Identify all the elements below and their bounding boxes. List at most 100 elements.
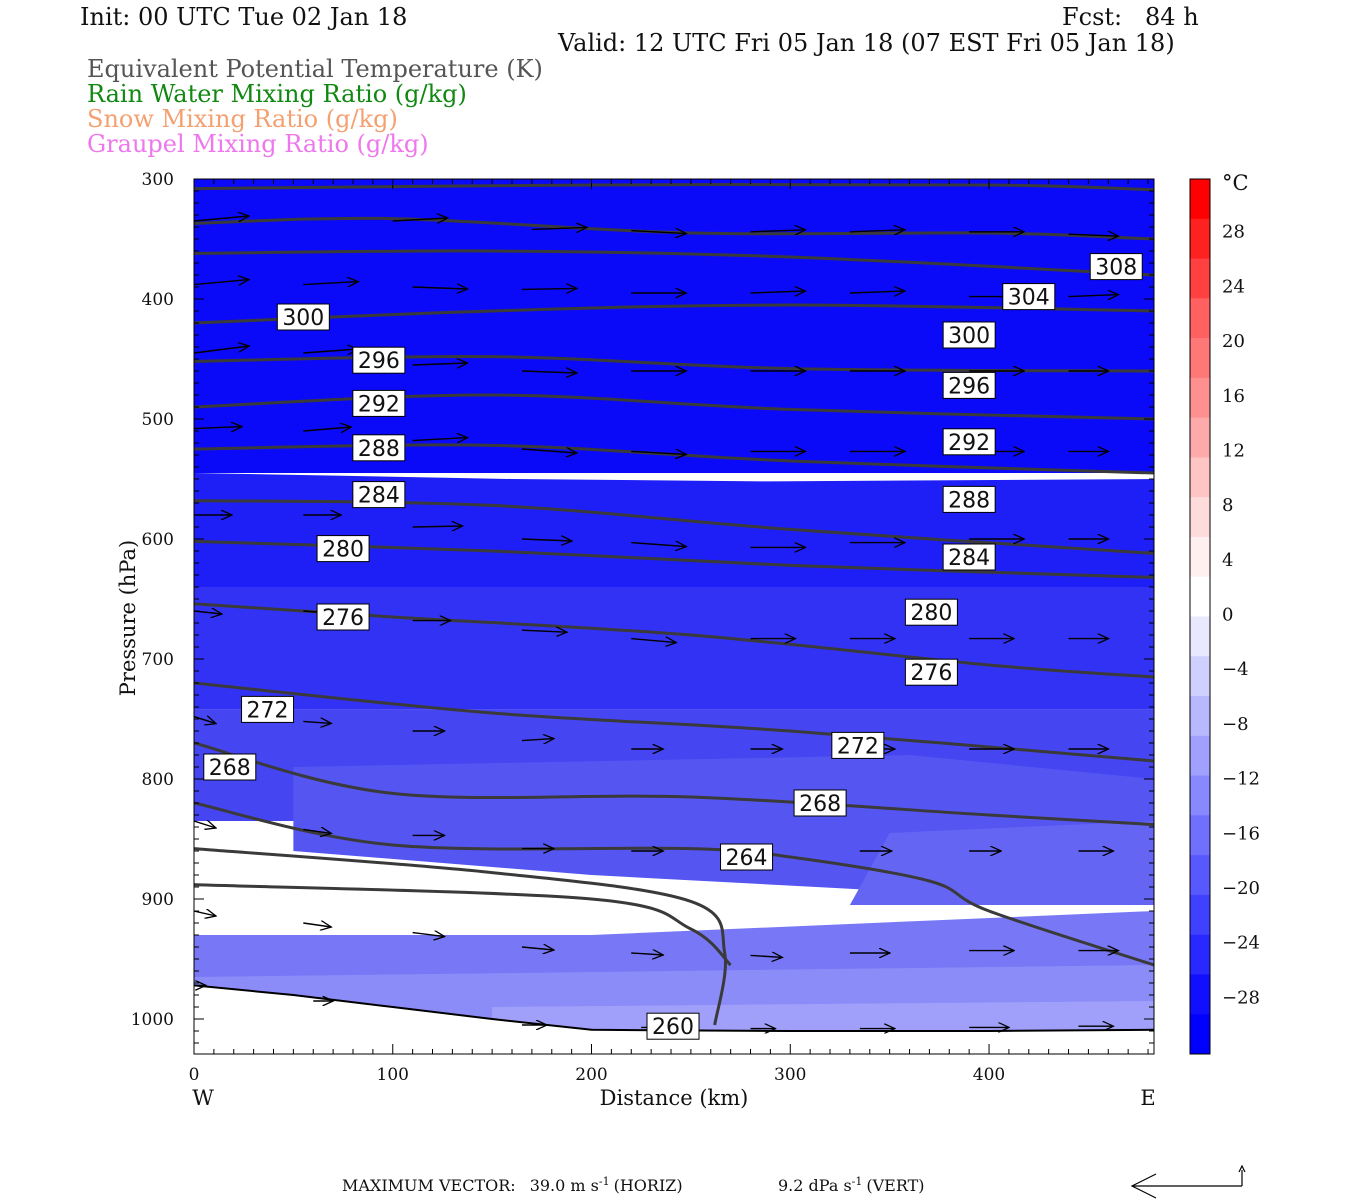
wind-vector — [194, 821, 216, 828]
contour-label-box — [352, 389, 406, 417]
x-tick-label: 100 — [377, 1065, 409, 1085]
y-tick-label: 400 — [142, 290, 174, 310]
colorbar-label: 4 — [1222, 550, 1233, 571]
below-ground-mask — [194, 985, 1154, 1054]
contour-label-288: 288 — [942, 485, 996, 513]
contour-label-text: 288 — [948, 488, 990, 513]
vert-tag: (VERT) — [866, 1176, 924, 1195]
wind-vector — [1068, 234, 1119, 236]
contour-label-text: 280 — [322, 538, 364, 563]
contour-label-box — [942, 543, 996, 571]
wind-vector — [412, 287, 468, 289]
wind-vector — [194, 216, 249, 221]
wind-vector — [521, 739, 554, 741]
wind-vector — [631, 231, 686, 234]
wind-vector — [412, 363, 468, 365]
legend-graupel: Graupel Mixing Ratio (g/kg) — [87, 130, 429, 158]
colorbar-segment — [1190, 934, 1210, 975]
x-left-end-label: W — [192, 1086, 214, 1110]
contour-label-box — [352, 346, 406, 374]
contour-label-box — [203, 753, 257, 781]
contour-label-text: 276 — [322, 606, 364, 631]
contour-label-272: 272 — [241, 695, 295, 723]
reference-vector-arrow — [1130, 1164, 1246, 1199]
wind-vector — [194, 911, 216, 916]
wind-vector — [521, 449, 577, 453]
theta-e-contour-300 — [194, 249, 1154, 277]
contour-label-268: 268 — [203, 753, 257, 781]
colorbar-label: 12 — [1222, 440, 1245, 461]
colorbar-segment — [1190, 775, 1210, 816]
contour-label-text: 260 — [652, 1015, 694, 1040]
y-axis-label: Pressure (hPa) — [116, 540, 140, 696]
contour-label-264: 264 — [720, 843, 774, 871]
y-tick-label: 500 — [142, 410, 174, 430]
init-time: Init: 00 UTC Tue 02 Jan 18 — [80, 3, 408, 31]
contour-label-272: 272 — [831, 731, 885, 759]
contour-label-300: 300 — [942, 321, 996, 349]
theta-e-contour-292 — [194, 393, 1154, 421]
y-tick-label: 300 — [142, 170, 174, 190]
colorbar-segment — [1190, 855, 1210, 896]
footer-max-vector: MAXIMUM VECTOR: 39.0 m s-1 (HORIZ) 9.2 dPa… — [342, 1164, 1246, 1199]
y-tick-label: 900 — [142, 890, 174, 910]
wind-vector — [631, 639, 676, 643]
theta-e-contour-268 — [194, 741, 1154, 827]
colorbar-segment — [1190, 179, 1210, 220]
colorbar-segment — [1190, 696, 1210, 737]
wind-vectors — [194, 216, 1119, 1029]
legend-theta-e: Equivalent Potential Temperature (K) — [87, 55, 543, 83]
contour-label-text: 308 — [1095, 256, 1137, 281]
contour-label-276: 276 — [904, 658, 958, 686]
contour-label-292: 292 — [942, 428, 996, 456]
wind-vector — [531, 227, 587, 229]
x-right-end-label: E — [1140, 1086, 1155, 1110]
wind-vector — [303, 923, 331, 927]
contour-label-text: 296 — [948, 374, 990, 399]
wind-vector — [631, 953, 663, 955]
contour-label-text: 264 — [726, 846, 768, 871]
wind-vector — [412, 933, 445, 937]
contour-label-292: 292 — [352, 389, 406, 417]
contour-label-284: 284 — [942, 543, 996, 571]
colorbar-label: −16 — [1222, 823, 1260, 844]
contour-label-296: 296 — [352, 346, 406, 374]
colorbar-segment — [1190, 656, 1210, 697]
contour-label-box — [942, 485, 996, 513]
contour-label-text: 292 — [948, 431, 990, 456]
contour-label-text: 268 — [209, 756, 251, 781]
colorbar-label: −12 — [1222, 769, 1260, 790]
vert-value: 9.2 dPa s — [778, 1176, 852, 1195]
contour-label-text: 304 — [1008, 286, 1050, 311]
x-tick-label: 200 — [575, 1065, 607, 1085]
colorbar-label: −24 — [1222, 933, 1260, 954]
wind-vector — [521, 630, 567, 632]
x-tick-label: 300 — [774, 1065, 806, 1085]
colorbar-segment — [1190, 497, 1210, 538]
x-tick-label: 400 — [973, 1065, 1005, 1085]
wind-vector — [521, 539, 572, 541]
colorbar-segment — [1190, 536, 1210, 578]
contour-label-box — [904, 598, 958, 626]
contour-label-280: 280 — [904, 598, 958, 626]
contour-label-box — [352, 434, 406, 462]
theta-e-contour-284 — [194, 499, 1154, 555]
y-tick-label: 800 — [142, 770, 174, 790]
wind-vector — [1068, 295, 1119, 297]
colorbar-segment — [1190, 1014, 1210, 1055]
colorbar-label: 0 — [1222, 605, 1233, 626]
colorbar-frame — [1189, 178, 1211, 1055]
colorbar-label: 20 — [1222, 331, 1245, 352]
colorbar-segment — [1190, 417, 1210, 458]
wind-vector — [631, 543, 686, 547]
colorbar-segment — [1190, 735, 1210, 777]
wind-vector — [631, 451, 686, 454]
wind-vector — [303, 282, 358, 285]
legend-snow: Snow Mixing Ratio (g/kg) — [87, 105, 398, 133]
colorbar-label: 28 — [1222, 222, 1245, 243]
contour-label-box — [942, 321, 996, 349]
contour-label-288: 288 — [352, 434, 406, 462]
contour-label-280: 280 — [316, 535, 370, 563]
wind-vector — [750, 230, 806, 232]
